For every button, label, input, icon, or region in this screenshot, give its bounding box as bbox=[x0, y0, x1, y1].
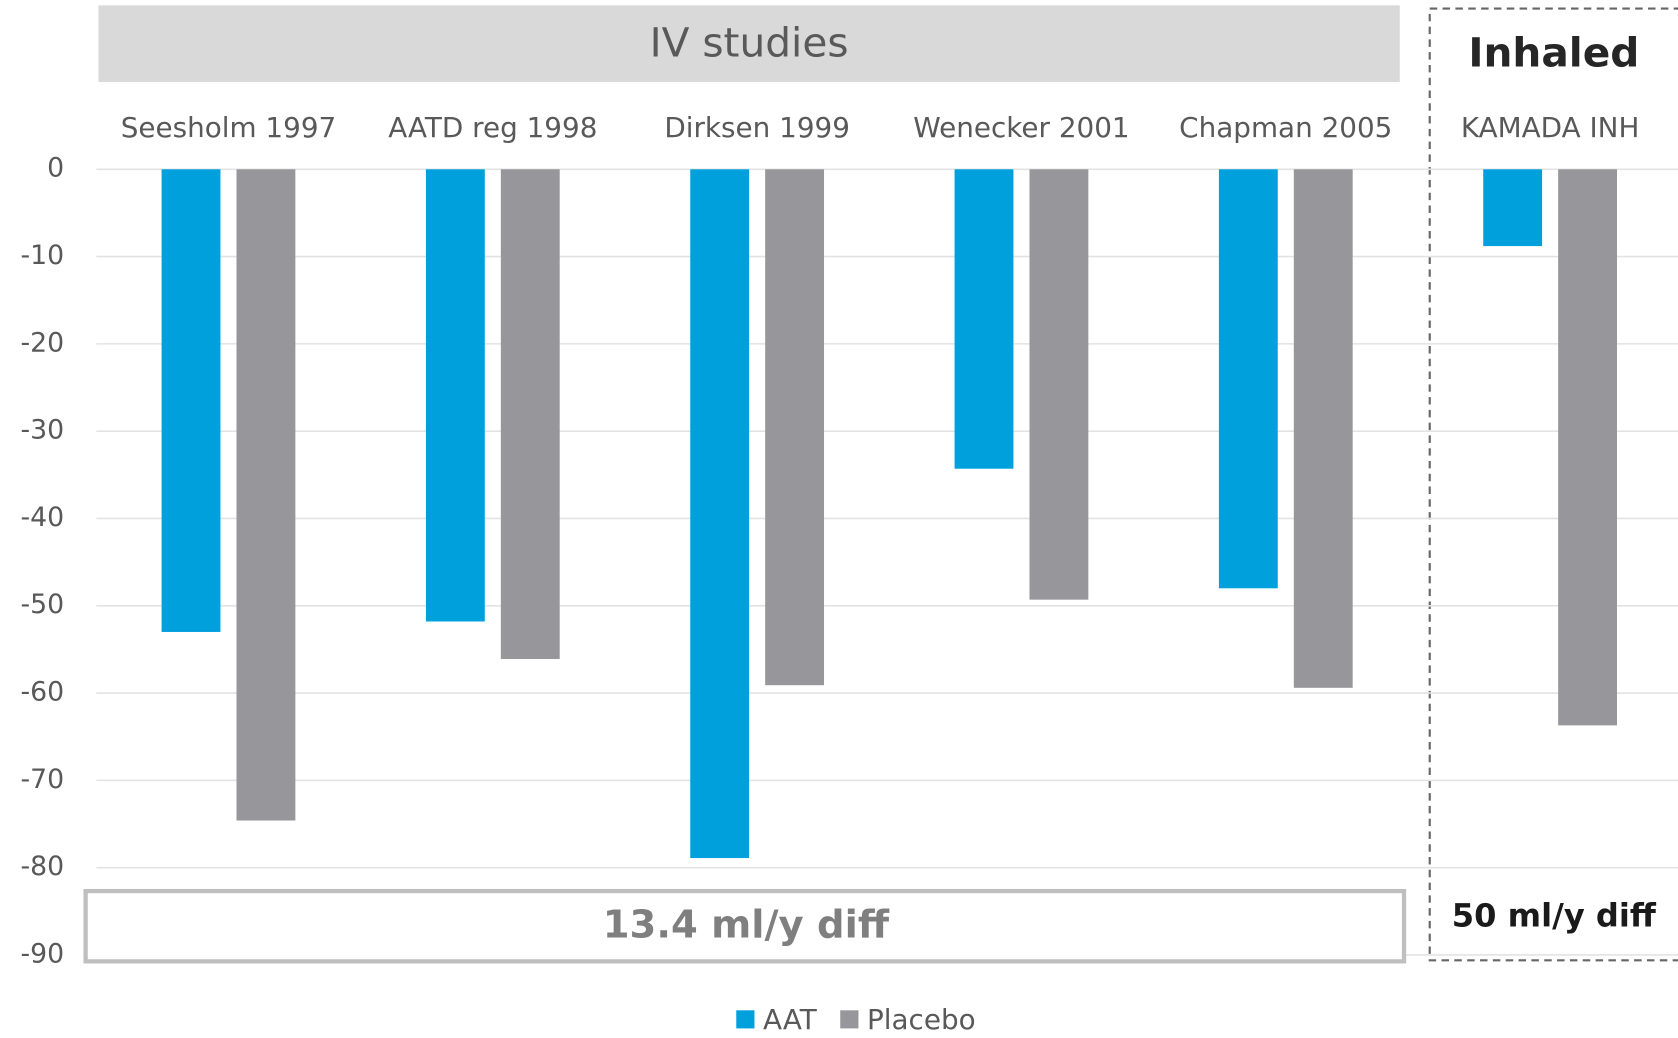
y-tick-label: 0 bbox=[47, 153, 64, 184]
bar bbox=[161, 169, 221, 632]
x-tick-label: Wenecker 2001 bbox=[913, 111, 1129, 144]
bar bbox=[1293, 169, 1353, 688]
y-tick-label: -40 bbox=[21, 502, 65, 533]
bar bbox=[1218, 169, 1278, 589]
bar bbox=[1483, 169, 1543, 247]
inhaled-header: Inhaled bbox=[1468, 28, 1639, 76]
x-tick-label: Dirksen 1999 bbox=[664, 111, 850, 144]
legend-swatch bbox=[736, 1010, 755, 1029]
y-tick-label: -10 bbox=[21, 240, 65, 271]
inhaled-diff: 50 ml/y diff bbox=[1452, 897, 1657, 935]
y-tick-label: -90 bbox=[21, 939, 65, 970]
y-tick-label: -50 bbox=[21, 589, 65, 620]
legend-label: AAT bbox=[763, 1003, 818, 1036]
x-tick-label: KAMADA INH bbox=[1461, 111, 1640, 144]
bar bbox=[500, 169, 560, 660]
x-tick-label: Chapman 2005 bbox=[1179, 111, 1392, 144]
bar bbox=[954, 169, 1014, 469]
iv-header-box bbox=[98, 5, 1400, 82]
y-tick-label: -80 bbox=[21, 851, 65, 882]
y-tick-label: -30 bbox=[21, 415, 65, 446]
bar bbox=[1558, 169, 1618, 726]
bar bbox=[236, 169, 296, 821]
legend-swatch bbox=[840, 1010, 859, 1029]
iv-header: IV studies bbox=[650, 19, 849, 67]
y-tick-label: -20 bbox=[21, 327, 65, 358]
y-tick-label: -70 bbox=[21, 764, 65, 795]
inhaled-box bbox=[1428, 7, 1678, 962]
iv-diff: 13.4 ml/y diff bbox=[603, 903, 890, 948]
bar bbox=[690, 169, 750, 859]
legend-label: Placebo bbox=[867, 1003, 976, 1036]
iv-diff-box bbox=[83, 888, 1407, 964]
x-tick-label: Seesholm 1997 bbox=[121, 111, 337, 144]
bar bbox=[1029, 169, 1089, 600]
x-tick-label: AATD reg 1998 bbox=[388, 111, 597, 144]
bar bbox=[765, 169, 825, 686]
y-tick-label: -60 bbox=[21, 677, 65, 708]
bar bbox=[425, 169, 485, 622]
